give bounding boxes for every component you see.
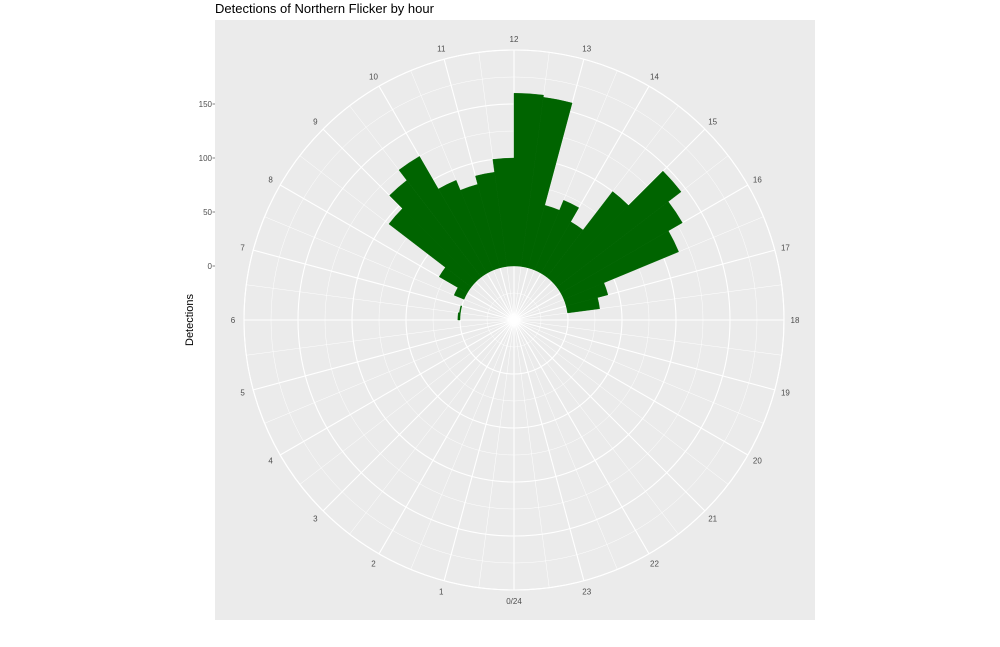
hour-label: 7 xyxy=(240,243,245,252)
bar xyxy=(560,230,679,300)
y-tick-label: 100 xyxy=(199,154,213,163)
bar xyxy=(534,200,580,274)
grid-spoke xyxy=(513,319,764,424)
y-axis-title: Detections xyxy=(184,294,196,346)
y-tick-label: 0 xyxy=(208,262,213,271)
y-tick-label: 50 xyxy=(203,208,212,217)
bar xyxy=(556,201,683,294)
grid-spoke xyxy=(349,319,515,535)
hour-label: 9 xyxy=(313,117,318,126)
chart-title: Detections of Northern Flicker by hour xyxy=(215,1,435,16)
hour-label: 16 xyxy=(753,176,762,185)
hour-label: 3 xyxy=(313,515,318,524)
grid-spoke xyxy=(513,70,618,321)
grid-spoke xyxy=(513,319,679,535)
hour-label: 14 xyxy=(650,73,659,82)
grid-spoke xyxy=(513,319,775,391)
bar xyxy=(520,97,573,269)
hour-label: 5 xyxy=(240,389,245,398)
grid-spoke xyxy=(513,319,618,570)
grid-spoke xyxy=(253,249,515,321)
hour-label: 8 xyxy=(268,176,273,185)
grid-spoke xyxy=(513,319,749,456)
grid-spoke xyxy=(513,284,782,321)
hour-label: 22 xyxy=(650,559,659,568)
grid-spoke xyxy=(378,319,515,555)
hour-label: 18 xyxy=(791,316,800,325)
bar xyxy=(457,312,461,321)
y-axis-ticks: 0 50 100 150 xyxy=(199,100,215,271)
bars xyxy=(388,92,683,321)
hour-label: 13 xyxy=(582,45,591,54)
hour-label: 12 xyxy=(510,35,519,44)
bar xyxy=(459,305,463,314)
hour-label: 10 xyxy=(369,73,378,82)
grid-spoke xyxy=(279,319,515,456)
hour-label: 19 xyxy=(781,389,790,398)
hour-label: 0/24 xyxy=(506,597,522,606)
grid-spoke xyxy=(513,319,706,512)
grid-spokes xyxy=(244,50,784,590)
grid-spoke xyxy=(253,319,515,391)
hour-label: 23 xyxy=(582,587,591,596)
bar xyxy=(513,92,544,267)
hour-label: 20 xyxy=(753,457,762,466)
hour-labels: 0/24123456789101112131415161718192021222… xyxy=(231,35,800,606)
grid-spoke xyxy=(246,284,515,321)
bar xyxy=(438,180,494,274)
grid-spoke xyxy=(478,319,515,588)
grid-spoke xyxy=(264,319,515,424)
grid-spoke xyxy=(410,319,515,570)
hour-label: 1 xyxy=(439,587,444,596)
grid-spoke xyxy=(322,319,515,512)
grid-spoke xyxy=(513,85,650,321)
grid-spoke xyxy=(246,319,515,356)
bar xyxy=(551,170,682,288)
bar xyxy=(565,297,600,314)
hour-label: 15 xyxy=(708,117,717,126)
grid-spoke xyxy=(264,216,515,321)
y-tick-label: 150 xyxy=(199,100,213,109)
hour-label: 17 xyxy=(781,243,790,252)
grid-spoke xyxy=(513,319,729,485)
hour-label: 21 xyxy=(708,515,717,524)
grid-spoke xyxy=(443,319,515,581)
grid-spoke xyxy=(513,319,550,588)
grid-spoke xyxy=(513,319,650,555)
grid-spoke xyxy=(279,184,515,321)
bar xyxy=(563,282,609,307)
grid-spoke xyxy=(513,319,585,581)
grid-spoke xyxy=(513,319,782,356)
hour-label: 4 xyxy=(268,457,273,466)
grid-spoke xyxy=(513,249,775,321)
hour-label: 2 xyxy=(371,559,376,568)
grid-spoke xyxy=(299,319,515,485)
bar xyxy=(398,156,488,278)
hour-label: 11 xyxy=(437,45,446,54)
hour-label: 6 xyxy=(231,316,236,325)
